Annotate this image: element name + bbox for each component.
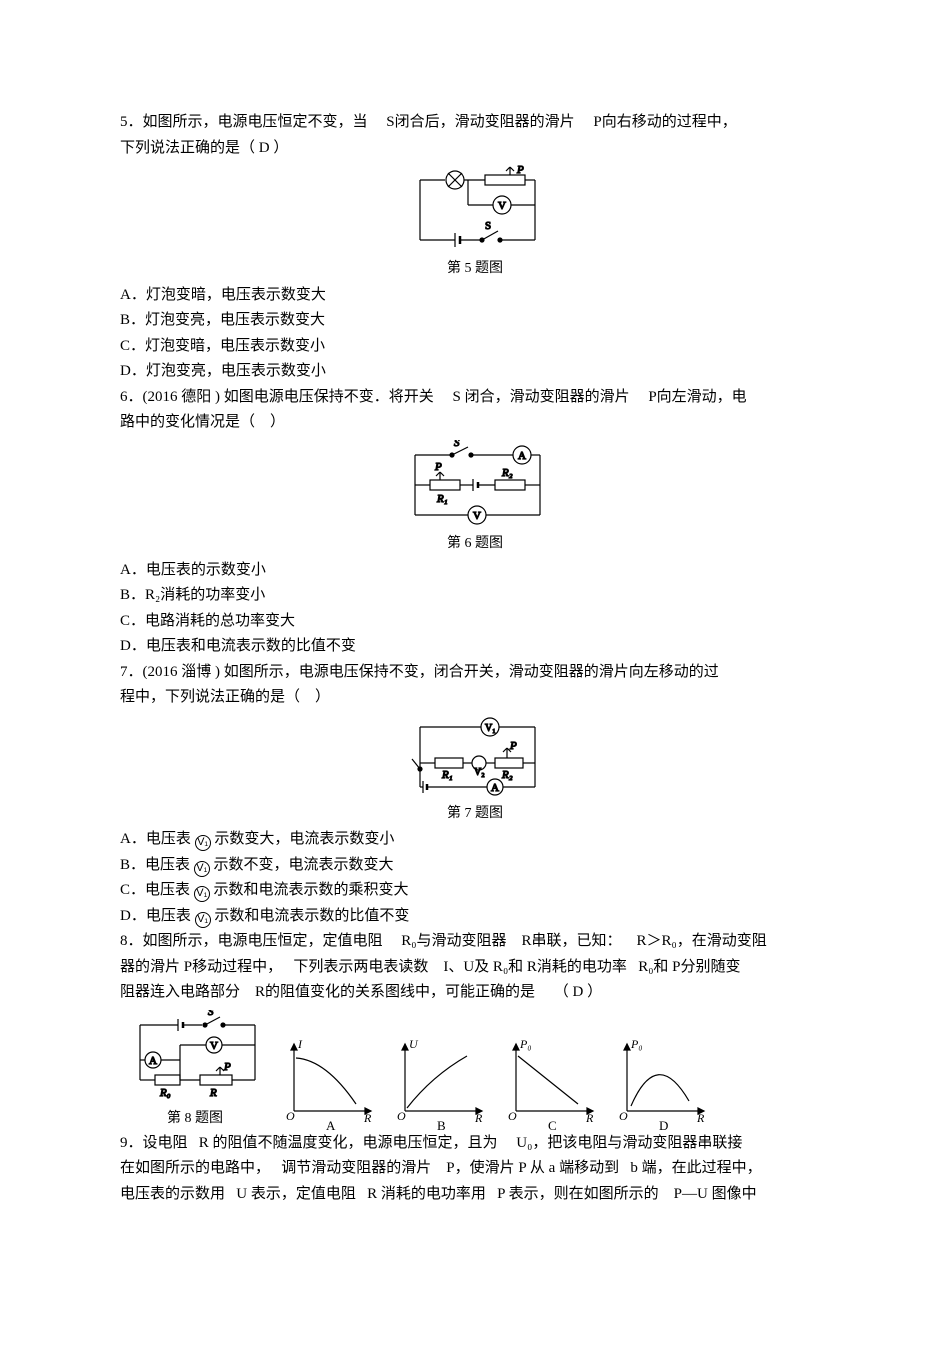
q7-caption: 第 7 题图 — [447, 802, 503, 826]
svg-text:O: O — [286, 1109, 295, 1123]
q8-circuit-svg: S A V — [120, 1010, 270, 1105]
q5-text-1: 5．如图所示，电源电压恒定不变，当 — [120, 114, 368, 130]
svg-text:R: R — [585, 1111, 594, 1125]
svg-text:R₂: R₂ — [501, 769, 513, 781]
q6-t2: S 闭合，滑动变阻器的滑片 — [453, 389, 630, 405]
svg-text:P: P — [223, 1061, 231, 1073]
svg-text:D: D — [659, 1118, 668, 1131]
q6-option-d: D．电压表和电流表示数的比值不变 — [120, 634, 830, 660]
svg-text:B: B — [437, 1118, 446, 1131]
svg-text:P₀: P₀ — [630, 1037, 643, 1051]
q8-line3: 阻器连入电路部分 R的阻值变化的关系图线中，可能正确的是 （ D ） — [120, 980, 830, 1006]
q5-text-3: P向右移动的过程中， — [593, 114, 736, 130]
svg-text:I: I — [297, 1037, 303, 1051]
svg-text:R₀: R₀ — [159, 1087, 171, 1099]
svg-text:A: A — [491, 782, 499, 794]
q5-stem-line2: 下列说法正确的是（ D ） — [120, 136, 830, 162]
q7-option-c: C．电压表 V₁ 示数和电流表示数的乘积变大 — [120, 878, 830, 904]
svg-text:P: P — [516, 165, 524, 176]
q5-circuit-svg: P V — [400, 165, 550, 255]
q6-caption: 第 6 题图 — [447, 532, 503, 556]
svg-text:S: S — [485, 220, 491, 232]
svg-text:O: O — [397, 1109, 406, 1123]
q7-option-a: A．电压表 V₁ 示数变大，电流表示数变小 — [120, 827, 830, 853]
svg-text:P: P — [509, 740, 517, 752]
q6-option-c: C．电路消耗的总功率变大 — [120, 609, 830, 635]
svg-text:R₂: R₂ — [501, 467, 513, 479]
q6-figure: S A P R₁ R₂ — [120, 440, 830, 556]
q8-chart-c: P₀ O R C — [498, 1036, 603, 1131]
svg-text:C: C — [548, 1118, 557, 1131]
q8-figure-row: S A V — [120, 1010, 830, 1131]
q6-option-b: B．R₂消耗的功率变小 — [120, 583, 830, 609]
circled-v1-icon: V₁ — [195, 912, 211, 928]
svg-text:U: U — [409, 1037, 419, 1051]
svg-text:R: R — [696, 1111, 705, 1125]
q8-chart-b: U O R B — [387, 1036, 492, 1131]
q9-line3: 电压表的示数用 U 表示，定值电阻 R 消耗的电功率用 P 表示，则在如图所示的… — [120, 1182, 830, 1208]
svg-text:V: V — [498, 200, 506, 212]
q6-t3: P向左滑动，电 — [648, 389, 746, 405]
q5-option-a: A．灯泡变暗，电压表示数变大 — [120, 283, 830, 309]
q7-option-b: B．电压表 V₁ 示数不变，电流表示数变大 — [120, 853, 830, 879]
q8-line2: 器的滑片 P移动过程中， 下列表示两电表读数 I、U及 R₀和 R消耗的电功率 … — [120, 955, 830, 981]
q8-caption: 第 8 题图 — [167, 1107, 223, 1131]
q7-option-d: D．电压表 V₁ 示数和电流表示数的比值不变 — [120, 904, 830, 930]
q5-stem: 5．如图所示，电源电压恒定不变，当 S闭合后，滑动变阻器的滑片 P向右移动的过程… — [120, 110, 830, 136]
q5-option-d: D．灯泡变亮，电压表示数变小 — [120, 359, 830, 385]
svg-text:V₂: V₂ — [474, 767, 485, 778]
q8-chart-d: P₀ O R D — [609, 1036, 714, 1131]
svg-text:R: R — [209, 1087, 217, 1099]
q5-text-2: S闭合后，滑动变阻器的滑片 — [386, 114, 574, 130]
svg-text:O: O — [619, 1109, 628, 1123]
q6-stem-2: 路中的变化情况是（ ） — [120, 410, 830, 436]
q5-option-b: B．灯泡变亮，电压表示数变大 — [120, 308, 830, 334]
q7-figure: V₁ R₁ V₂ R₂ P — [120, 715, 830, 826]
circled-v1-icon: V₁ — [194, 886, 210, 902]
svg-text:S: S — [208, 1010, 214, 1018]
q6-circuit-svg: S A P R₁ R₂ — [395, 440, 555, 530]
svg-text:A: A — [518, 450, 526, 462]
svg-text:A: A — [326, 1118, 336, 1131]
q9-line2: 在如图所示的电路中， 调节滑动变阻器的滑片 P，使滑片 P 从 a 端移动到 b… — [120, 1156, 830, 1182]
document-page: 5．如图所示，电源电压恒定不变，当 S闭合后，滑动变阻器的滑片 P向右移动的过程… — [0, 0, 950, 1267]
svg-text:P: P — [434, 461, 442, 473]
q7-circuit-svg: V₁ R₁ V₂ R₂ P — [395, 715, 555, 800]
svg-text:V: V — [210, 1040, 218, 1052]
svg-text:R: R — [474, 1111, 483, 1125]
svg-text:V₁: V₁ — [485, 723, 496, 734]
q6-option-a: A．电压表的示数变小 — [120, 558, 830, 584]
q8-line1: 8．如图所示，电源电压恒定，定值电阻 R₀与滑动变阻器 R串联，已知： R＞R₀… — [120, 929, 830, 955]
q5-figure: P V — [120, 165, 830, 281]
circled-v1-icon: V₁ — [194, 861, 210, 877]
q6-t1: 6．(2016 德阳 ) 如图电源电压保持不变．将开关 — [120, 389, 434, 405]
q7-stem: 7．(2016 淄博 ) 如图所示，电源电压保持不变，闭合开关，滑动变阻器的滑片… — [120, 660, 830, 686]
svg-text:R₁: R₁ — [436, 493, 448, 505]
q7-stem-2: 程中，下列说法正确的是（ ） — [120, 685, 830, 711]
q6-stem: 6．(2016 德阳 ) 如图电源电压保持不变．将开关 S 闭合，滑动变阻器的滑… — [120, 385, 830, 411]
q5-option-c: C．灯泡变暗，电压表示数变小 — [120, 334, 830, 360]
svg-text:A: A — [149, 1055, 157, 1067]
q8-chart-a: I O R A — [276, 1036, 381, 1131]
q5-caption: 第 5 题图 — [447, 257, 503, 281]
svg-text:S: S — [454, 440, 460, 449]
svg-text:O: O — [508, 1109, 517, 1123]
q9-line1: 9．设电阻 R 的阻值不随温度变化，电源电压恒定，且为 U₀，把该电阻与滑动变阻… — [120, 1131, 830, 1157]
svg-text:V: V — [473, 510, 481, 522]
svg-text:R: R — [363, 1111, 372, 1125]
svg-text:R₁: R₁ — [441, 769, 453, 781]
svg-text:P₀: P₀ — [519, 1037, 532, 1051]
circled-v1-icon: V₁ — [195, 835, 211, 851]
